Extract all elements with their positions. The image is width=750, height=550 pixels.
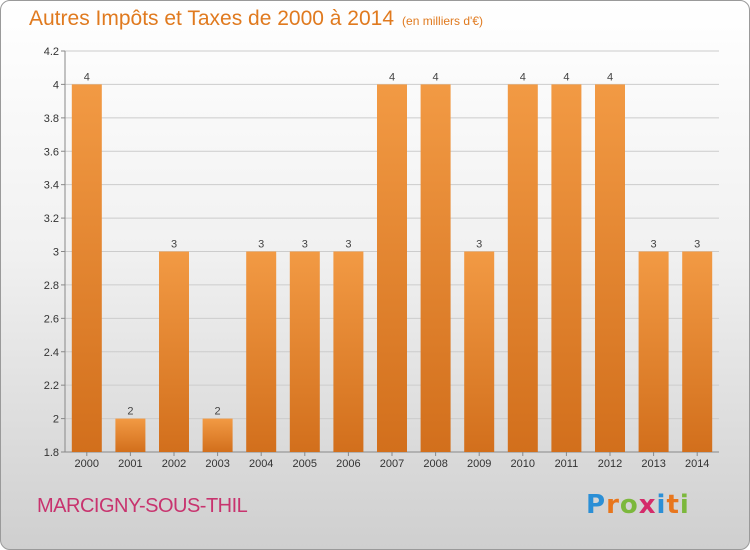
data-label: 4 [563, 71, 569, 83]
bar [420, 84, 451, 453]
y-tick-label: 1.8 [44, 447, 59, 459]
y-tick-label: 2.8 [44, 280, 59, 292]
y-tick-label: 4 [53, 79, 59, 91]
bar [377, 84, 407, 453]
data-label: 3 [476, 239, 482, 251]
x-tick-label: 2000 [75, 458, 99, 470]
data-label: 4 [389, 71, 395, 83]
data-label: 4 [433, 71, 439, 83]
bar [682, 251, 713, 452]
y-tick-label: 4.2 [44, 46, 59, 58]
x-tick-label: 2010 [511, 458, 535, 470]
x-tick-label: 2001 [118, 458, 142, 470]
x-tick-labels: 2000 2001 2002 2003 2004 2005 2006 2007 2008 2009… [75, 458, 710, 470]
x-tick-label: 2014 [685, 458, 709, 470]
y-tick-label: 3 [53, 247, 59, 259]
data-label: 4 [520, 71, 526, 83]
data-label: 3 [694, 239, 700, 251]
chart-title-block: Autres Impôts et Taxes de 2000 à 2014 (en… [29, 7, 483, 31]
bar [289, 251, 320, 452]
y-tick-label: 2.6 [44, 313, 59, 325]
bar [638, 251, 669, 452]
bar [595, 84, 625, 453]
data-label: 2 [215, 406, 221, 418]
y-tick-labels: 1.8 2 2.2 2.4 2.6 2.8 3 3.2 3.4 3.6 3.8 4 4.2 [44, 46, 59, 459]
place-name: MARCIGNY-SOUS-THIL [37, 495, 248, 517]
bar [159, 251, 189, 452]
y-tick-label: 3.6 [44, 146, 59, 158]
x-tick-label: 2008 [423, 458, 447, 470]
data-label: 3 [171, 239, 177, 251]
data-label: 4 [607, 71, 613, 83]
data-label: 3 [345, 239, 351, 251]
y-tick-label: 2.4 [44, 347, 59, 359]
x-tick-label: 2005 [293, 458, 317, 470]
x-tick-label: 2007 [380, 458, 404, 470]
bar [551, 84, 582, 453]
data-label: 3 [258, 239, 264, 251]
y-tick-label: 2.2 [44, 380, 59, 392]
x-tick-label: 2013 [641, 458, 665, 470]
x-tick-label: 2009 [467, 458, 491, 470]
data-labels: 4 2 3 2 3 3 3 4 4 3 4 4 4 3 3 [84, 71, 701, 417]
bar [115, 418, 146, 452]
bar [246, 251, 277, 452]
y-tick-label: 3.8 [44, 113, 59, 125]
x-tick-label: 2006 [336, 458, 360, 470]
logo-letter: P [586, 490, 607, 520]
x-tick-label: 2011 [555, 458, 579, 470]
bar [71, 84, 102, 453]
bar [202, 418, 233, 452]
bars [71, 84, 713, 453]
y-tick-label: 3.2 [44, 213, 59, 225]
y-tick-label: 2 [53, 414, 59, 426]
bar [464, 251, 495, 452]
logo-letter: r [606, 490, 620, 520]
bar [333, 251, 364, 452]
data-label: 4 [84, 71, 90, 83]
logo-letter: t [666, 490, 680, 520]
chart-title: Autres Impôts et Taxes de 2000 à 2014 [29, 7, 395, 30]
logo-letter: i [656, 490, 667, 520]
logo-letter: i [679, 490, 690, 520]
chart-subtitle: (en milliers d'€) [402, 14, 484, 28]
logo-letter: o [619, 490, 639, 520]
logo-letter: x [638, 490, 657, 520]
data-label: 3 [302, 239, 308, 251]
proxiti-logo: Proxiti [586, 490, 690, 520]
x-tick-label: 2003 [205, 458, 229, 470]
y-tick-label: 3.4 [44, 180, 59, 192]
data-label: 3 [651, 239, 657, 251]
bar [507, 84, 538, 453]
data-label: 2 [127, 406, 133, 418]
x-tick-label: 2004 [249, 458, 273, 470]
x-tick-label: 2012 [598, 458, 622, 470]
x-tick-label: 2002 [162, 458, 186, 470]
